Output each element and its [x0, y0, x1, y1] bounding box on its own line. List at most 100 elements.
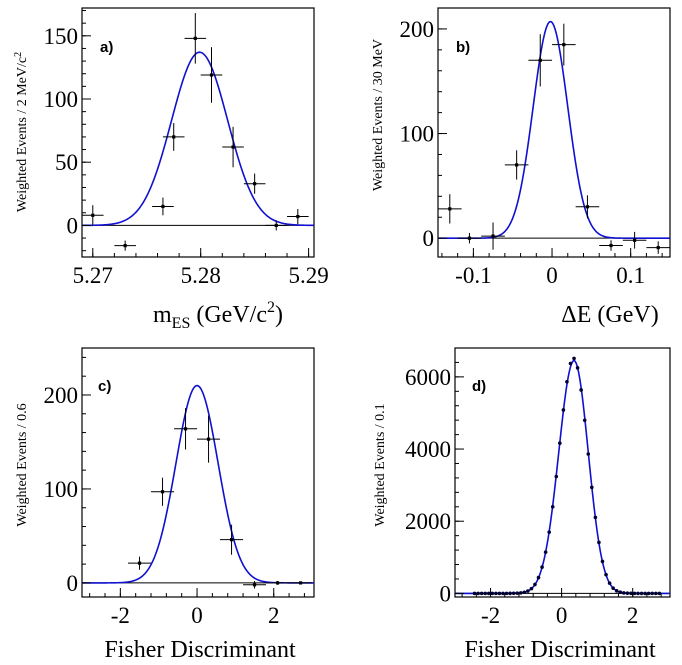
- point-marker: [554, 474, 559, 479]
- ticks-b: -0.1 0 0.1 0 100 200: [400, 7, 663, 288]
- data-point: [550, 504, 555, 509]
- data-point: [511, 591, 516, 596]
- point-marker: [625, 591, 630, 595]
- data-point: [197, 415, 221, 463]
- point-marker: [490, 591, 495, 596]
- x-tick-label: 5.29: [288, 263, 328, 288]
- data-point: [639, 591, 644, 596]
- data-point: [575, 195, 600, 219]
- point-marker: [550, 504, 555, 509]
- point-marker: [593, 515, 598, 520]
- y-tick-label: 150: [44, 24, 79, 49]
- y-tick-label: 0: [423, 226, 435, 251]
- panel-d: -2 0 2 0 2000 4000 6000 d) Weighted Events / 0…: [373, 347, 671, 663]
- fit-curve: [82, 51, 315, 227]
- point-marker: [486, 591, 491, 596]
- point-marker: [562, 43, 566, 47]
- data-point: [457, 232, 482, 244]
- data-point: [604, 572, 608, 577]
- point-marker: [494, 591, 498, 596]
- point-marker: [656, 245, 660, 250]
- point-marker: [533, 582, 537, 587]
- data-point: [483, 591, 488, 596]
- data-point: [582, 418, 587, 423]
- data-point: [572, 356, 576, 361]
- point-marker: [561, 408, 566, 412]
- y-tick-label: 200: [44, 383, 79, 408]
- point-marker: [209, 73, 214, 77]
- fit-curve: [438, 20, 670, 239]
- marks-b: [438, 20, 670, 254]
- marks-a: [82, 13, 315, 251]
- x-axis-label-d: Fisher Discriminant: [464, 637, 656, 663]
- x-tick-label: -2: [111, 603, 130, 628]
- point-marker: [650, 591, 655, 596]
- y-tick-label: 0: [67, 571, 79, 596]
- data-point: [222, 126, 244, 168]
- data-point: [481, 222, 505, 250]
- panel-label-c: c): [98, 378, 111, 395]
- x-tick-label: 5.27: [73, 263, 113, 288]
- data-point: [529, 586, 534, 591]
- point-marker: [572, 356, 576, 361]
- data-point: [152, 197, 174, 216]
- y-tick-label: 6000: [405, 365, 451, 390]
- data-point: [552, 23, 576, 66]
- data-point: [490, 591, 495, 596]
- point-marker: [614, 589, 619, 593]
- data-point: [220, 524, 244, 555]
- data-point: [625, 591, 630, 595]
- data-point: [622, 591, 626, 595]
- data-point: [614, 589, 619, 593]
- point-marker: [622, 591, 626, 595]
- data-point: [599, 240, 623, 251]
- data-point: [528, 34, 553, 87]
- y-tick-label: 4000: [405, 437, 451, 462]
- data-point: [657, 591, 662, 596]
- point-marker: [161, 204, 165, 209]
- plot-frame-a: [81, 7, 315, 258]
- fit-curve: [455, 359, 670, 595]
- point-marker: [558, 441, 562, 445]
- data-point: [636, 591, 640, 596]
- data-point: [504, 150, 529, 180]
- data-point: [565, 379, 569, 384]
- point-marker: [504, 591, 509, 596]
- point-marker: [618, 590, 623, 595]
- panel-label-a: a): [100, 39, 113, 56]
- data-point: [600, 559, 605, 564]
- data-point: [543, 550, 548, 554]
- point-marker: [536, 575, 541, 580]
- point-marker: [575, 366, 580, 370]
- data-point: [575, 366, 580, 370]
- data-point: [607, 581, 612, 585]
- point-marker: [518, 591, 523, 595]
- point-marker: [653, 591, 658, 596]
- data-point: [184, 13, 207, 64]
- data-point: [561, 408, 566, 412]
- point-marker: [193, 36, 197, 40]
- point-marker: [579, 388, 583, 392]
- point-marker: [526, 589, 530, 593]
- point-marker: [604, 572, 608, 577]
- point-marker: [515, 591, 519, 595]
- point-marker: [467, 236, 472, 240]
- data-point: [82, 205, 104, 226]
- point-marker: [298, 581, 303, 585]
- data-point: [243, 173, 266, 194]
- point-marker: [600, 559, 605, 564]
- data-point: [590, 485, 594, 490]
- point-marker: [229, 538, 234, 542]
- data-point: [151, 477, 175, 506]
- point-marker: [253, 182, 257, 186]
- point-marker: [274, 223, 278, 228]
- point-marker: [582, 418, 587, 423]
- point-marker: [472, 591, 477, 596]
- x-tick-label: -2: [481, 603, 500, 628]
- point-marker: [657, 591, 662, 596]
- point-marker: [632, 591, 637, 596]
- ticks-c: -2 0 2 0 100 200: [44, 356, 305, 628]
- point-marker: [501, 591, 505, 596]
- point-marker: [543, 550, 548, 554]
